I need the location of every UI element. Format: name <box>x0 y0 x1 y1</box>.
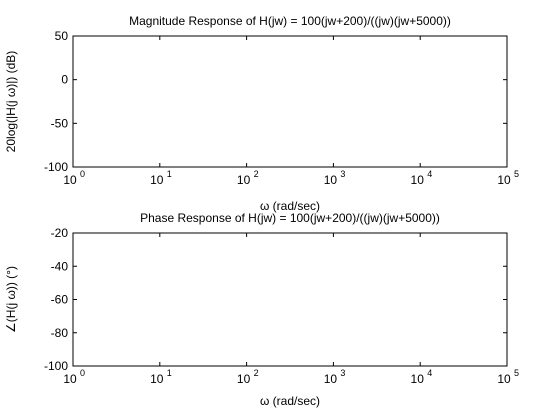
phase-y-axis-label: ∠(H(j ω)) (°) <box>4 266 18 333</box>
magnitude-y-tick-label: 0 <box>61 73 68 87</box>
magnitude-x-tick-exponent: 3 <box>340 169 345 179</box>
magnitude-x-tick-label: 10 <box>324 173 338 187</box>
phase-y-tick-label: -60 <box>51 293 69 307</box>
magnitude-x-tick-exponent: 2 <box>254 169 259 179</box>
magnitude-x-tick-exponent: 1 <box>167 169 172 179</box>
magnitude-x-tick-label: 10 <box>237 173 251 187</box>
phase-y-tick-label: -20 <box>51 226 69 240</box>
phase-x-tick-label: 10 <box>237 372 251 386</box>
phase-x-tick-exponent: 4 <box>427 368 432 378</box>
magnitude-chart-title: Magnitude Response of H(jw) = 100(jw+200… <box>129 14 451 28</box>
phase-x-tick-exponent: 0 <box>80 368 85 378</box>
phase-x-axis-label: ω (rad/sec) <box>260 394 320 408</box>
magnitude-y-tick-label: -50 <box>51 116 69 130</box>
magnitude-axes-frame <box>72 35 508 168</box>
phase-x-tick-label: 10 <box>497 372 511 386</box>
phase-x-tick-exponent: 2 <box>254 368 259 378</box>
magnitude-x-tick-exponent: 0 <box>80 169 85 179</box>
magnitude-x-axis-label: ω (rad/sec) <box>260 199 320 213</box>
magnitude-x-tick-label: 10 <box>497 173 511 187</box>
magnitude-y-axis-label: 20log(|H(j ω)|) (dB) <box>4 51 18 153</box>
phase-x-tick-label: 10 <box>324 372 338 386</box>
magnitude-y-tick-label: 50 <box>55 29 69 43</box>
phase-y-tick-label: -80 <box>51 326 69 340</box>
phase-y-tick-label: -100 <box>44 359 68 373</box>
phase-x-tick-label: 10 <box>411 372 425 386</box>
phase-x-tick-exponent: 5 <box>514 368 519 378</box>
magnitude-x-tick-exponent: 5 <box>514 169 519 179</box>
phase-axes-frame <box>72 232 508 367</box>
magnitude-x-tick-exponent: 4 <box>427 169 432 179</box>
magnitude-y-tick-label: -100 <box>44 160 68 174</box>
phase-chart-title: Phase Response of H(jw) = 100(jw+200)/((… <box>140 211 440 225</box>
magnitude-x-tick-label: 10 <box>63 173 77 187</box>
phase-x-tick-label: 10 <box>150 372 164 386</box>
phase-x-tick-label: 10 <box>63 372 77 386</box>
phase-y-tick-label: -40 <box>51 259 69 273</box>
magnitude-x-tick-label: 10 <box>411 173 425 187</box>
phase-x-tick-exponent: 1 <box>167 368 172 378</box>
phase-x-tick-exponent: 3 <box>340 368 345 378</box>
magnitude-x-tick-label: 10 <box>150 173 164 187</box>
phase-panel: 10 0 10 1 10 2 10 3 10 4 10 5-20-40-60-80-100Phase … <box>4 211 519 408</box>
